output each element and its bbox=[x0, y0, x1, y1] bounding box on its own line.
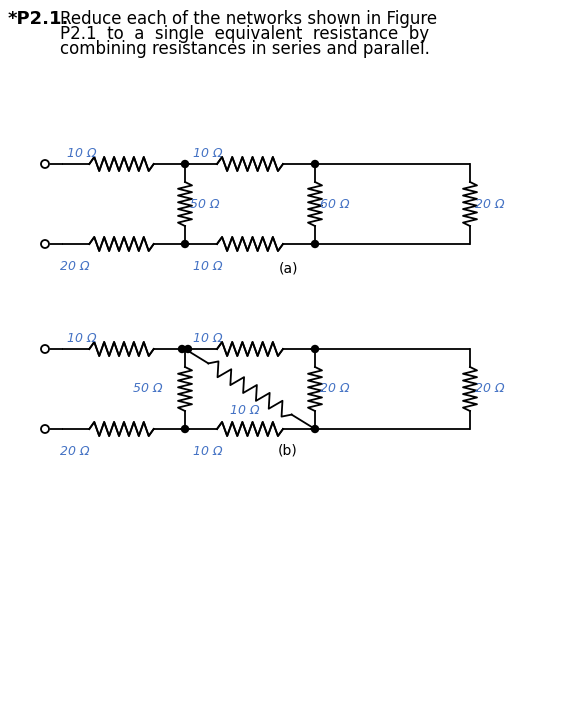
Text: 10 Ω: 10 Ω bbox=[193, 445, 223, 458]
Circle shape bbox=[178, 345, 185, 352]
Text: 20 Ω: 20 Ω bbox=[60, 260, 89, 273]
Text: combining resistances in series and parallel.: combining resistances in series and para… bbox=[60, 40, 430, 58]
Text: 10 Ω: 10 Ω bbox=[67, 332, 96, 345]
Circle shape bbox=[41, 425, 49, 433]
Text: 50 Ω: 50 Ω bbox=[190, 198, 219, 210]
Text: 10 Ω: 10 Ω bbox=[193, 147, 223, 160]
Circle shape bbox=[41, 160, 49, 168]
Circle shape bbox=[312, 345, 319, 352]
Text: 10 Ω: 10 Ω bbox=[193, 260, 223, 273]
Text: 20 Ω: 20 Ω bbox=[320, 383, 350, 395]
Circle shape bbox=[41, 345, 49, 353]
Circle shape bbox=[41, 240, 49, 248]
Text: 10 Ω: 10 Ω bbox=[230, 404, 260, 417]
Circle shape bbox=[312, 241, 319, 248]
Text: 10 Ω: 10 Ω bbox=[193, 332, 223, 345]
Text: 50 Ω: 50 Ω bbox=[133, 383, 163, 395]
Text: 20 Ω: 20 Ω bbox=[475, 198, 504, 210]
Text: P2.1  to  a  single  equivalent  resistance  by: P2.1 to a single equivalent resistance b… bbox=[60, 25, 429, 43]
Text: (b): (b) bbox=[278, 444, 298, 458]
Circle shape bbox=[185, 345, 192, 352]
Text: *P2.1.: *P2.1. bbox=[8, 10, 69, 28]
Circle shape bbox=[312, 426, 319, 433]
Circle shape bbox=[312, 160, 319, 167]
Text: 10 Ω: 10 Ω bbox=[67, 147, 96, 160]
Circle shape bbox=[182, 241, 189, 248]
Text: (a): (a) bbox=[278, 261, 298, 275]
Text: 60 Ω: 60 Ω bbox=[320, 198, 350, 210]
Text: Reduce each of the networks shown in Figure: Reduce each of the networks shown in Fig… bbox=[60, 10, 437, 28]
Text: 20 Ω: 20 Ω bbox=[475, 383, 504, 395]
Text: 20 Ω: 20 Ω bbox=[60, 445, 89, 458]
Circle shape bbox=[182, 160, 189, 167]
Circle shape bbox=[182, 426, 189, 433]
